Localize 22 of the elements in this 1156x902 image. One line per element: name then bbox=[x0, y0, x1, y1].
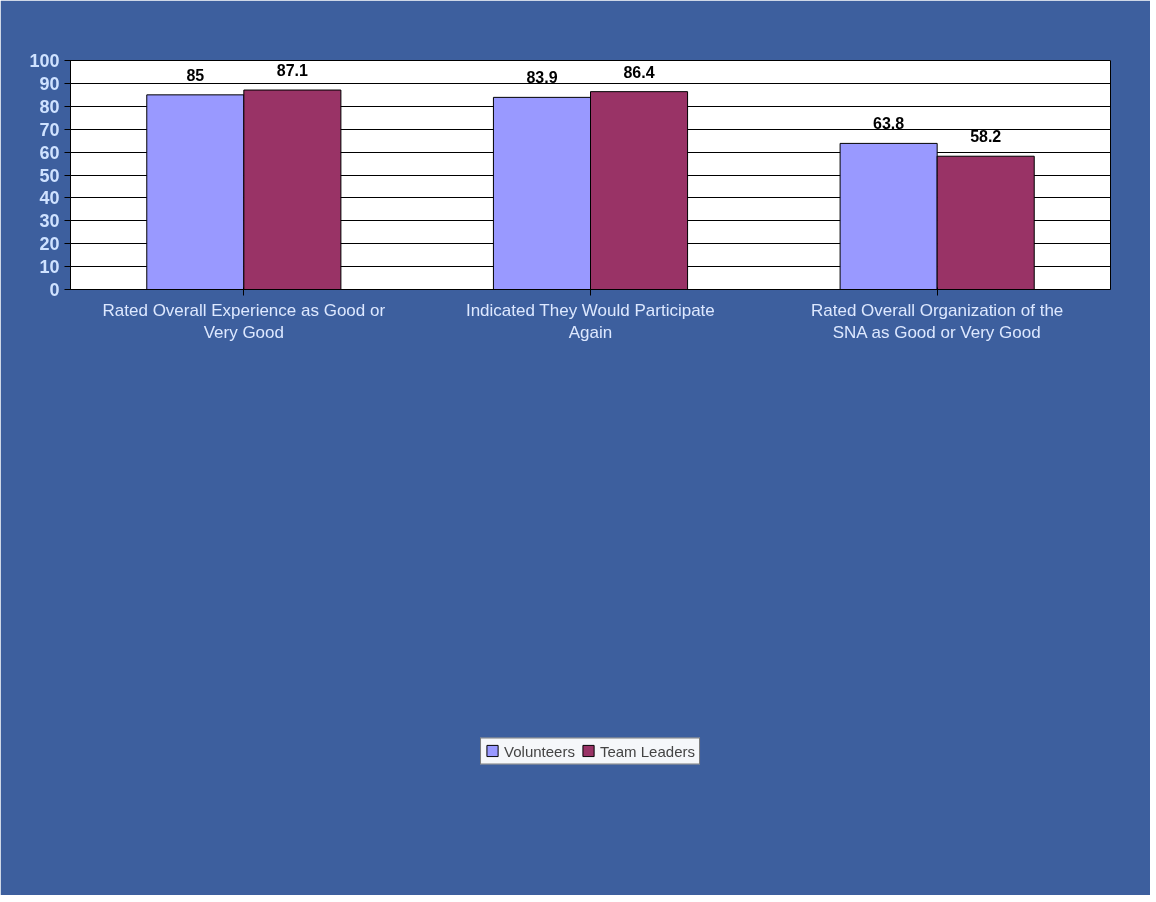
data-label: 85 bbox=[186, 66, 205, 84]
x-tick-label: Indicated They Would Participate Again bbox=[465, 300, 715, 343]
y-tick-label: 50 bbox=[39, 165, 60, 186]
data-label: 63.8 bbox=[873, 115, 905, 133]
data-label: 58.2 bbox=[970, 128, 1002, 146]
y-tick-label: 20 bbox=[39, 234, 60, 255]
data-label: 83.9 bbox=[526, 69, 558, 87]
y-tick-label: 100 bbox=[29, 51, 60, 71]
data-label: 86.4 bbox=[623, 63, 655, 81]
legend-label: Team Leaders bbox=[599, 742, 695, 760]
x-tick-label: Rated Overall Experience as Good or Very Good bbox=[102, 300, 386, 343]
x-tick-label: Rated Overall Organization of the SNA as Good or Very Good bbox=[811, 300, 1064, 343]
data-label: 87.1 bbox=[276, 62, 309, 80]
y-tick-label: 90 bbox=[39, 73, 60, 94]
y-tick-label: 0 bbox=[49, 280, 60, 300]
y-tick-label: 70 bbox=[39, 119, 60, 140]
legend-label: Volunteers bbox=[504, 742, 575, 760]
y-tick-label: 60 bbox=[39, 142, 60, 163]
y-tick-label: 30 bbox=[39, 211, 60, 232]
y-tick-label: 80 bbox=[39, 96, 60, 117]
y-tick-label: 40 bbox=[39, 188, 60, 209]
y-tick-label: 10 bbox=[39, 257, 60, 278]
